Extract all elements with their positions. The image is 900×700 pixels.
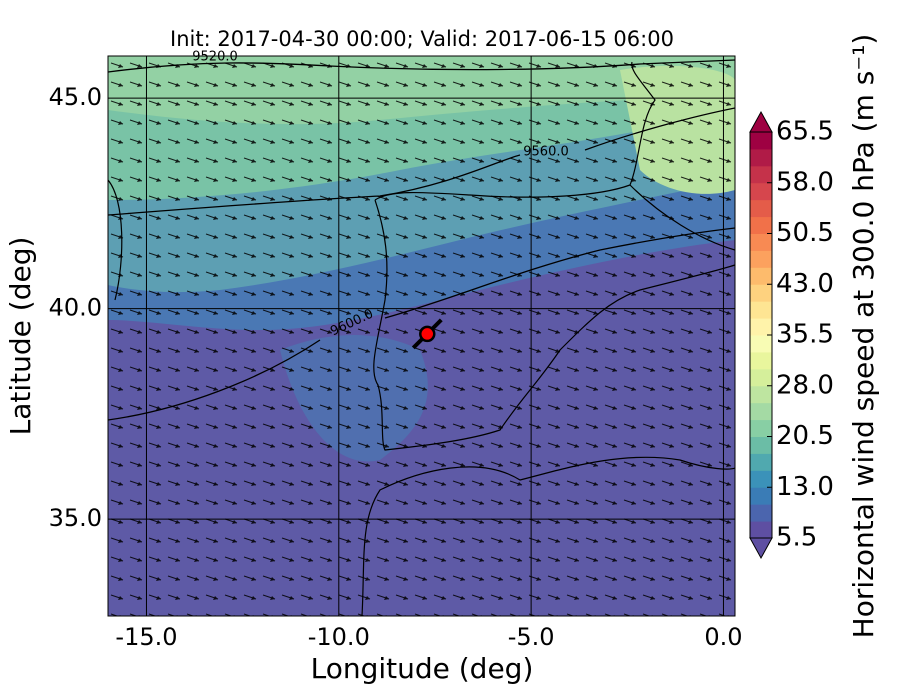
plot-frame xyxy=(107,55,736,617)
colorbar-band xyxy=(750,335,772,353)
x-tick-label: -15.0 xyxy=(115,623,177,651)
colorbar-band xyxy=(750,250,772,268)
colorbar-extend xyxy=(749,110,773,133)
colorbar-band xyxy=(750,132,772,150)
x-tick-label: -10.0 xyxy=(308,623,370,651)
colorbar-extend xyxy=(749,537,773,560)
colorbar-band xyxy=(750,267,772,285)
colorbar-tick-label: 28.0 xyxy=(776,370,834,400)
colorbar-band xyxy=(750,504,772,522)
colorbar-band xyxy=(750,521,772,539)
colorbar-tick-label: 20.5 xyxy=(776,421,834,451)
colorbar-band xyxy=(750,419,772,437)
contour-label: 9520.0 xyxy=(192,50,238,65)
colorbar-band xyxy=(750,487,772,505)
x-axis-label: Longitude (deg) xyxy=(311,652,534,685)
colorbar-band xyxy=(750,385,772,404)
colorbar-band xyxy=(750,368,772,387)
colorbar-band xyxy=(750,199,772,218)
colorbar-tick-label: 35.5 xyxy=(776,320,834,350)
chart-title: Init: 2017-04-30 00:00; Valid: 2017-06-1… xyxy=(170,27,674,51)
colorbar-band xyxy=(750,148,772,167)
marker xyxy=(419,325,436,343)
colorbar-band xyxy=(750,216,772,234)
colorbar-band xyxy=(750,165,772,184)
y-tick-label: 35.0 xyxy=(49,504,102,532)
colorbar-band xyxy=(750,470,772,488)
colorbar-band xyxy=(750,453,772,471)
colorbar-tick-label: 65.5 xyxy=(776,117,834,147)
colorbar-band xyxy=(750,436,772,454)
colorbar-tick-label: 5.5 xyxy=(776,523,817,553)
colorbar-tick-label: 43.0 xyxy=(776,269,834,299)
colorbar-band xyxy=(750,182,772,201)
colorbar-band xyxy=(750,301,772,319)
x-tick-label: -5.0 xyxy=(508,623,555,651)
y-tick-label: 45.0 xyxy=(49,83,102,111)
colorbar-band xyxy=(750,284,772,302)
colorbar-tick-label: 50.5 xyxy=(776,218,834,248)
colorbar-band xyxy=(750,318,772,336)
colorbar-band xyxy=(750,233,772,251)
x-tick-label: 0.0 xyxy=(704,623,742,651)
contour-label: 9560.0 xyxy=(523,145,569,160)
colorbar-tick-label: 13.0 xyxy=(776,472,834,502)
colorbar-tick-label: 58.0 xyxy=(776,167,834,197)
colorbar-band xyxy=(750,402,772,421)
colorbar-label: Horizontal wind speed at 300.0 hPa (m s⁻… xyxy=(847,34,880,639)
y-tick-label: 40.0 xyxy=(49,294,102,322)
y-axis-label: Latitude (deg) xyxy=(4,237,37,436)
colorbar-band xyxy=(750,351,772,370)
